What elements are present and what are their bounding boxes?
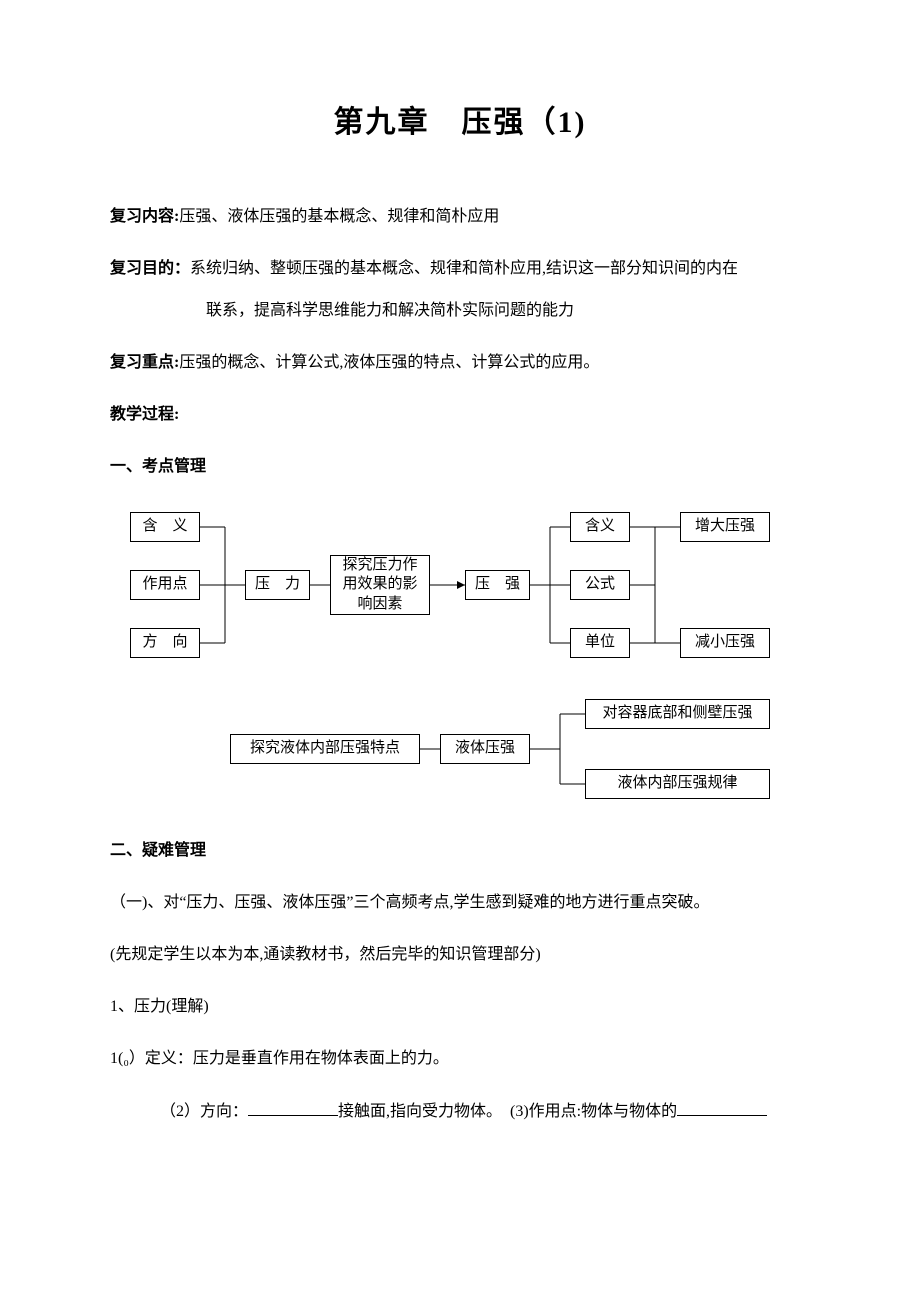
node-increase-pressure: 增大压强 bbox=[680, 512, 770, 542]
review-focus-label: 复习重点: bbox=[110, 354, 179, 371]
node-direction: 方 向 bbox=[130, 628, 200, 658]
node-container-pressure: 对容器底部和侧壁压强 bbox=[585, 699, 770, 729]
page-title: 第九章 压强（1) bbox=[110, 100, 810, 145]
review-objective: 复习目的：系统归纳、整顿压强的基本概念、规律和简朴应用,结识这一部分知识间的内在… bbox=[110, 257, 810, 323]
review-objective-text-1: 系统归纳、整顿压强的基本概念、规律和简朴应用,结识这一部分知识间的内在 bbox=[190, 260, 738, 277]
review-objective-text-2: 联系，提高科学思维能力和解决简朴实际问题的能力 bbox=[206, 302, 574, 319]
node-liquid-pressure: 液体压强 bbox=[440, 734, 530, 764]
node-unit: 单位 bbox=[570, 628, 630, 658]
teaching-process-label: 教学过程: bbox=[110, 406, 179, 423]
p1-2-a: （2）方向： bbox=[160, 1103, 248, 1120]
node-explore-factors: 探究压力作用效果的影响因素 bbox=[330, 555, 430, 615]
concept-diagram-2: 探究液体内部压强特点 液体压强 对容器底部和侧壁压强 液体内部压强规律 bbox=[130, 694, 810, 809]
p1-heading: 1、压力(理解) bbox=[110, 995, 810, 1019]
review-content: 复习内容:压强、液体压强的基本概念、规律和简朴应用 bbox=[110, 205, 810, 229]
node-decrease-pressure: 减小压强 bbox=[680, 628, 770, 658]
review-content-label: 复习内容: bbox=[110, 208, 179, 225]
para-2: (先规定学生以本为本,通读教材书，然后完毕的知识管理部分) bbox=[110, 943, 810, 967]
review-content-text: 压强、液体压强的基本概念、规律和简朴应用 bbox=[179, 208, 499, 225]
blank-1 bbox=[248, 1099, 338, 1116]
review-objective-label: 复习目的： bbox=[110, 260, 190, 277]
heading-1-text: 一、考点管理 bbox=[110, 458, 206, 475]
node-meaning: 含 义 bbox=[130, 512, 200, 542]
node-formula: 公式 bbox=[570, 570, 630, 600]
concept-diagram-1: 含 义 作用点 方 向 压 力 探究压力作用效果的影响因素 压 强 含义 公式 … bbox=[110, 507, 810, 809]
heading-1: 一、考点管理 bbox=[110, 455, 810, 479]
blank-2 bbox=[677, 1099, 767, 1116]
node-pressure: 压 强 bbox=[465, 570, 530, 600]
para-1: （一)、对“压力、压强、液体压强”三个高频考点,学生感到疑难的地方进行重点突破。 bbox=[110, 891, 810, 915]
p1-definition: 1(₀）定义：压力是垂直作用在物体表面上的力。 bbox=[110, 1047, 810, 1071]
p1-direction-action: （2）方向： 接触面,指向受力物体。 (3)作用点:物体与物体的 bbox=[110, 1099, 810, 1124]
teaching-process: 教学过程: bbox=[110, 403, 810, 427]
heading-2: 二、疑难管理 bbox=[110, 839, 810, 863]
p1-2-b: 接触面,指向受力物体。 (3)作用点:物体与物体的 bbox=[338, 1103, 677, 1120]
review-focus: 复习重点:压强的概念、计算公式,液体压强的特点、计算公式的应用。 bbox=[110, 351, 810, 375]
node-action-point: 作用点 bbox=[130, 570, 200, 600]
node-explore-liquid: 探究液体内部压强特点 bbox=[230, 734, 420, 764]
node-meaning-2: 含义 bbox=[570, 512, 630, 542]
heading-2-text: 二、疑难管理 bbox=[110, 842, 206, 859]
node-liquid-internal-rule: 液体内部压强规律 bbox=[585, 769, 770, 799]
node-pressure-force: 压 力 bbox=[245, 570, 310, 600]
review-focus-text: 压强的概念、计算公式,液体压强的特点、计算公式的应用。 bbox=[179, 354, 599, 371]
